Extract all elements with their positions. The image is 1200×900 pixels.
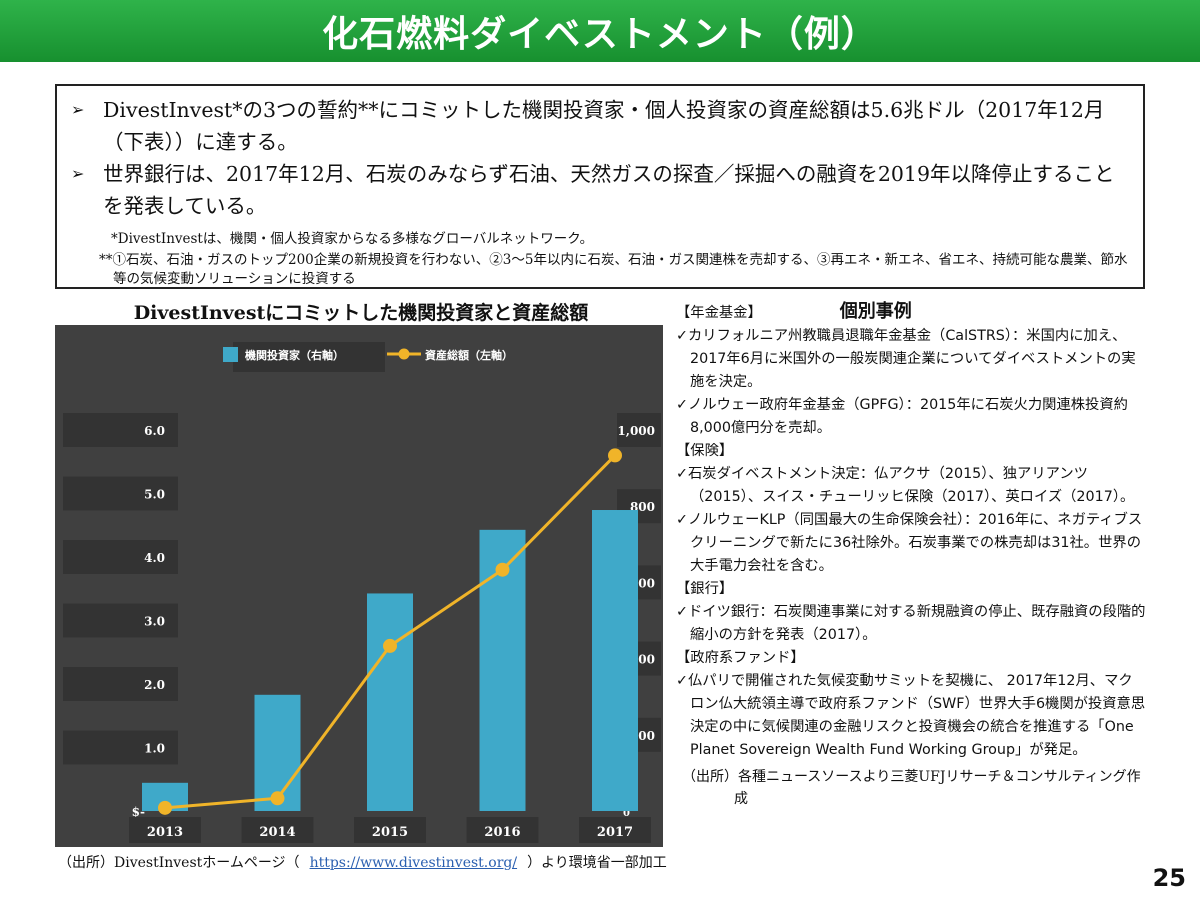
category-label-box — [129, 817, 201, 843]
case-item: ✓ノルウェー政府年金基金（GPFG）：2015年に石炭火力関連株投資約8,000… — [676, 397, 1128, 436]
case-category: 【年金基金】 個別事例 — [676, 300, 1146, 325]
bar-institutional-investors — [367, 593, 413, 811]
legend-label-bars: 機関投資家（右軸） — [245, 348, 344, 362]
left-axis-tick-label: $- — [132, 805, 145, 819]
case-category-label: 【保険】 — [676, 443, 734, 459]
line-point-total-assets — [158, 800, 172, 815]
chart-source-suffix: ）より環境省一部加工 — [527, 855, 667, 871]
case-list-title: 個別事例 — [839, 301, 912, 322]
category-label: 2017 — [597, 825, 633, 840]
case-item: ✓ドイツ銀行：石炭関連事業に対する新規融資の停止、既存融資の段階的縮小の方針を発… — [676, 604, 1146, 643]
bar-institutional-investors — [592, 510, 638, 811]
case-source: （出所）各種ニュースソースより三菱UFJリサーチ＆コンサルティング作成 — [682, 769, 1141, 807]
left-axis-tick-label: 3.0 — [144, 615, 165, 629]
left-axis-tick-label: 5.0 — [144, 488, 165, 502]
chart-source: （出所）DivestInvestホームページ（ https://www.dives… — [58, 852, 667, 872]
left-axis-tick-box — [63, 476, 178, 511]
summary-bullet-text: 世界銀行は、2017年12月、石炭のみならず石油、天然ガスの探査／採掘への融資を… — [103, 162, 1115, 218]
summary-bullet: ➢ DivestInvest*の3つの誓約**にコミットした機関投資家・個人投資… — [71, 94, 1129, 158]
category-label: 2015 — [372, 825, 408, 840]
case-item: ✓石炭ダイベストメント決定：仏アクサ（2015）、独アリアンツ（2015）、スイ… — [676, 466, 1135, 505]
case-item: ✓ノルウェーKLP（同国最大の生命保険会社）：2016年に、ネガティブスクリーニ… — [676, 512, 1143, 574]
page-number: 25 — [1152, 864, 1186, 892]
line-point-total-assets — [270, 791, 285, 806]
left-axis-tick-box — [63, 540, 178, 574]
title-bar: 化石燃料ダイベストメント（例） — [0, 0, 1200, 62]
right-axis-tick-box — [617, 413, 661, 447]
left-axis-tick-label: 1.0 — [144, 742, 165, 756]
left-axis-tick-label: 2.0 — [144, 678, 165, 692]
category-label-box — [579, 817, 651, 843]
summary-bullet: ➢ 世界銀行は、2017年12月、石炭のみならず石油、天然ガスの探査／採掘への融… — [71, 158, 1129, 222]
right-axis-tick-label: 1,000 — [617, 424, 655, 438]
left-axis-tick-label: 6.0 — [144, 424, 165, 438]
category-label: 2013 — [147, 825, 183, 840]
summary-box: ➢ DivestInvest*の3つの誓約**にコミットした機関投資家・個人投資… — [55, 84, 1145, 289]
legend-box — [233, 342, 385, 372]
category-label-box — [354, 817, 426, 843]
legend-swatch-bars — [223, 347, 238, 362]
footnote-divestinvest: *DivestInvestは、機関・個人投資家からなる多様なグローバルネットワー… — [111, 231, 594, 247]
left-axis-tick-box — [63, 730, 178, 765]
right-axis-tick-label: 0 — [623, 808, 630, 819]
page-title: 化石燃料ダイベストメント（例） — [322, 14, 878, 55]
chart-background — [55, 325, 663, 847]
left-axis-tick-box — [63, 667, 178, 701]
chart-source-prefix: （出所）DivestInvestホームページ（ — [58, 855, 300, 871]
case-category-label: 【政府系ファンド】 — [676, 650, 805, 666]
left-axis-tick-label: 4.0 — [144, 551, 165, 565]
divestinvest-link[interactable]: https://www.divestinvest.org/ — [309, 855, 518, 871]
case-category-label: 【年金基金】 — [676, 305, 762, 321]
footnote-pledges: **①石炭、石油・ガスのトップ200企業の新規投資を行わない、②3～5年以内に石… — [99, 252, 1128, 287]
left-axis-tick-box — [63, 603, 178, 638]
category-label-box — [466, 817, 539, 843]
category-label-box — [241, 817, 314, 843]
legend-label-line: 資産総額（左軸） — [425, 348, 513, 362]
arrow-bullet-icon: ➢ — [71, 164, 85, 183]
chart-title: DivestInvestにコミットした機関投資家と資産総額 — [133, 302, 589, 324]
line-point-total-assets — [608, 448, 622, 463]
summary-bullet-text: DivestInvest*の3つの誓約**にコミットした機関投資家・個人投資家の… — [103, 98, 1105, 154]
line-point-total-assets — [495, 562, 510, 577]
case-category-label: 【銀行】 — [676, 581, 734, 597]
legend-line-dot — [398, 348, 410, 360]
left-axis-tick-box — [63, 413, 178, 447]
divestinvest-chart: 機関投資家（右軸） 資産総額（左軸） $- 1.0 2.0 3.0 4.0 5.0 6.0 0 20… — [55, 325, 663, 847]
category-label: 2014 — [259, 825, 295, 840]
case-list: 【年金基金】 個別事例 ✓カリフォルニア州教職員退職年金基金（CalSTRS）：米… — [676, 300, 1146, 810]
case-item: ✓仏パリで開催された気候変動サミットを契機に、 2017年12月、マクロン仏大統… — [676, 673, 1146, 758]
category-label: 2016 — [484, 825, 520, 840]
line-point-total-assets — [383, 638, 397, 653]
case-item: ✓カリフォルニア州教職員退職年金基金（CalSTRS）：米国内に加え、2017年… — [676, 328, 1136, 390]
arrow-bullet-icon: ➢ — [71, 100, 85, 119]
